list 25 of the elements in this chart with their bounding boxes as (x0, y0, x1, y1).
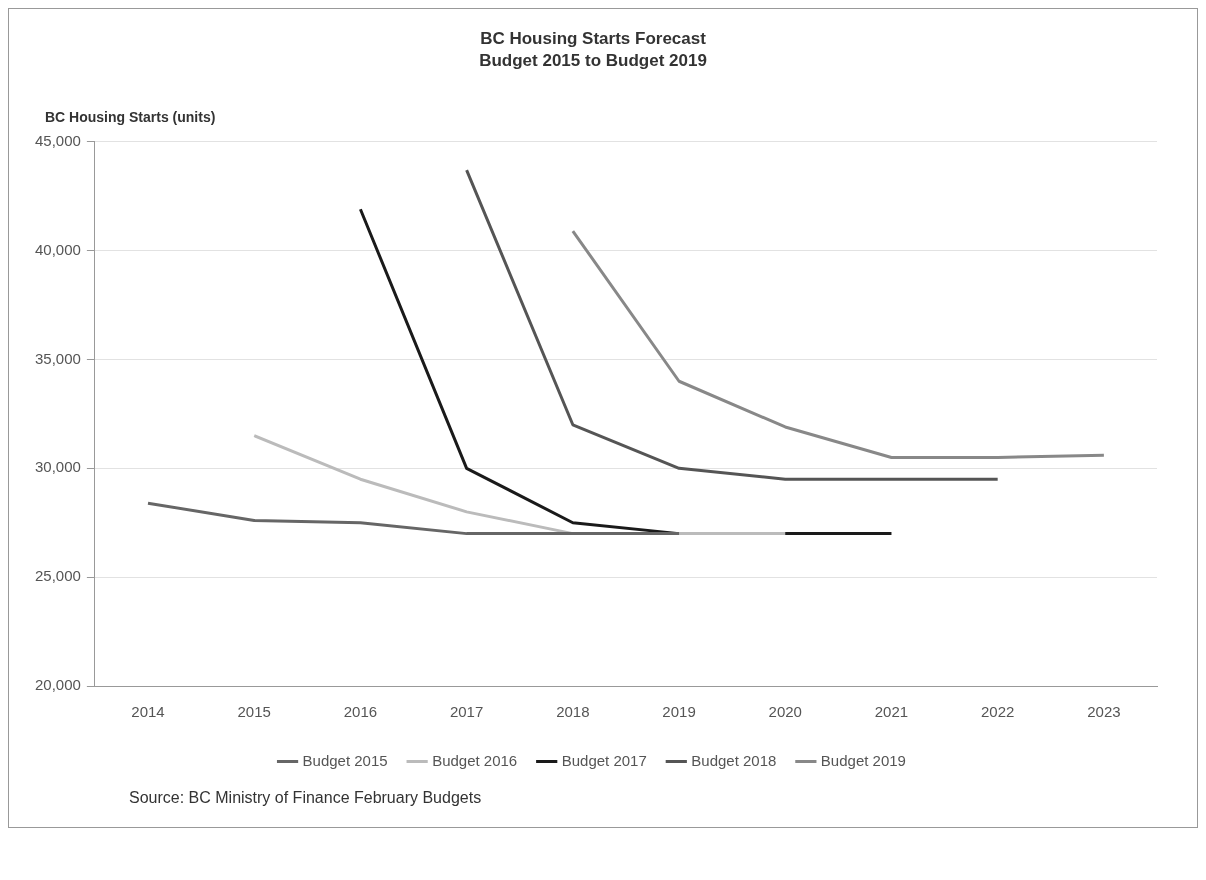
x-tick-label: 2019 (662, 703, 696, 721)
x-tick-label: 2021 (874, 703, 909, 721)
chart-subtitle: Budget 2015 to Budget 2019 (479, 51, 707, 71)
x-tick-label: 2014 (131, 703, 165, 721)
y-tick-label: 20,000 (34, 676, 81, 694)
x-tick-label: 2022 (980, 703, 1015, 721)
x-tick-label: 2018 (556, 703, 590, 721)
y-axis-title: BC Housing Starts (units) (45, 109, 216, 125)
y-tick-label: 40,000 (34, 240, 81, 258)
legend-label: Budget 2016 (432, 751, 518, 769)
y-tick-label: 25,000 (34, 567, 81, 585)
y-tick-label: 30,000 (34, 458, 81, 476)
legend-label: Budget 2018 (691, 751, 777, 769)
x-tick-label: 2017 (449, 703, 484, 721)
legend-label: Budget 2019 (820, 751, 906, 769)
legend-label: Budget 2015 (302, 751, 388, 769)
x-tick-label: 2015 (237, 703, 271, 721)
y-tick-label: 45,000 (34, 131, 81, 149)
chart-title: BC Housing Starts Forecast (480, 28, 707, 48)
x-tick-label: 2016 (343, 703, 378, 721)
x-tick-label: 2023 (1087, 703, 1121, 721)
y-tick-label: 35,000 (34, 349, 81, 367)
x-tick-label: 2020 (768, 703, 802, 721)
legend-label: Budget 2017 (561, 751, 647, 769)
source-note: Source: BC Ministry of Finance February Budgets (129, 789, 483, 807)
